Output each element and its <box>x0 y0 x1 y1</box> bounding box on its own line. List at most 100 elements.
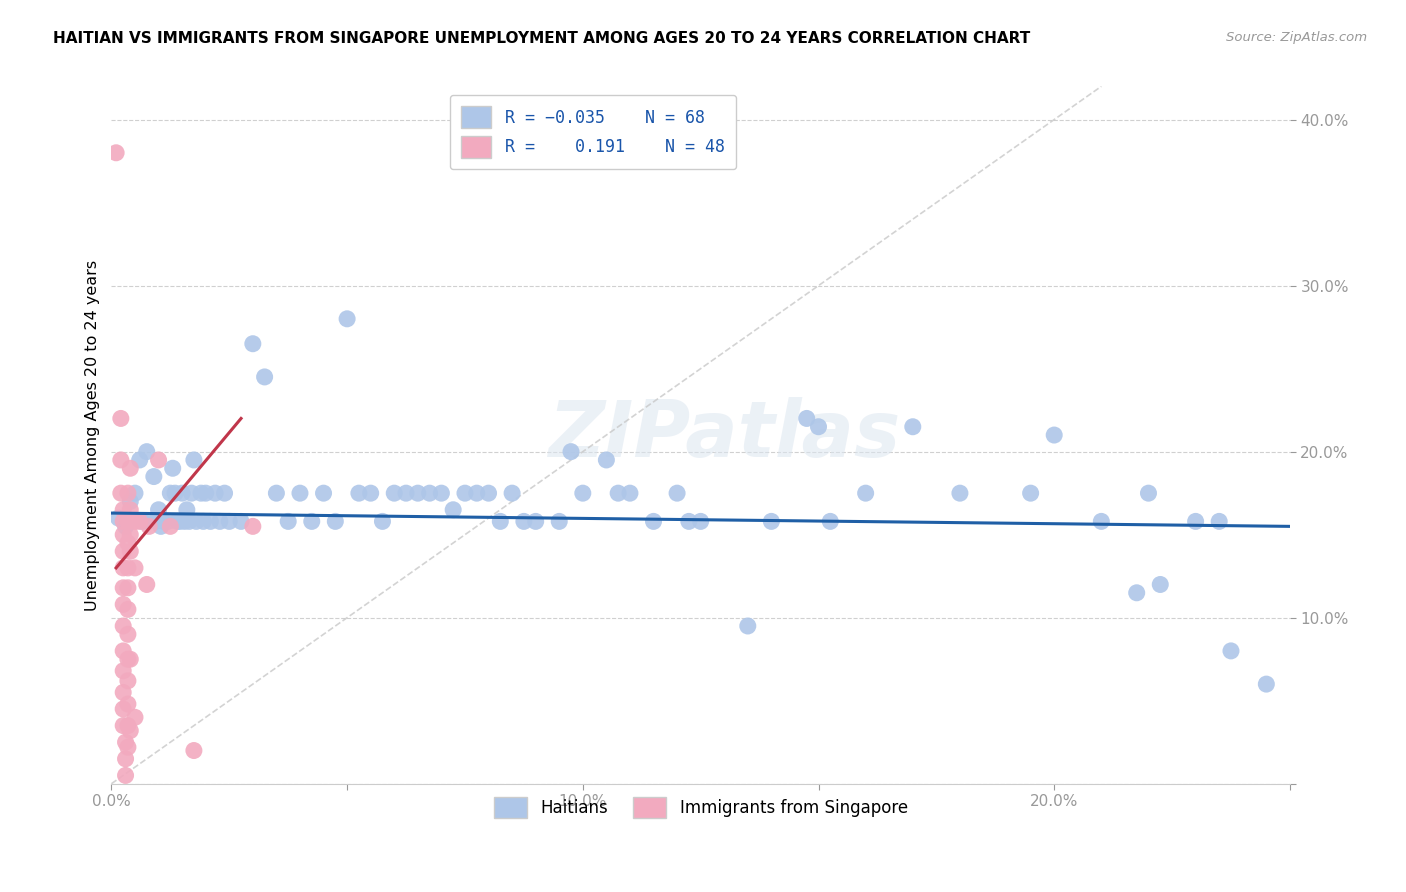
Point <box>120 461 142 475</box>
Point <box>1256 677 1278 691</box>
Point <box>855 486 877 500</box>
Point <box>117 697 139 711</box>
Point <box>114 752 136 766</box>
Point <box>371 515 394 529</box>
Point <box>112 544 135 558</box>
Point <box>166 515 188 529</box>
Point <box>214 486 236 500</box>
Point <box>242 519 264 533</box>
Point <box>560 444 582 458</box>
Point <box>156 515 179 529</box>
Point <box>128 515 150 529</box>
Point <box>128 453 150 467</box>
Point <box>117 627 139 641</box>
Point <box>465 486 488 500</box>
Point <box>678 515 700 529</box>
Point <box>135 444 157 458</box>
Point <box>142 469 165 483</box>
Point <box>761 515 783 529</box>
Point <box>323 515 346 529</box>
Point <box>242 336 264 351</box>
Point <box>430 486 453 500</box>
Point <box>110 411 132 425</box>
Point <box>807 419 830 434</box>
Point <box>477 486 499 500</box>
Point <box>183 453 205 467</box>
Point <box>229 515 252 529</box>
Point <box>607 486 630 500</box>
Text: ZIPatlas: ZIPatlas <box>548 397 900 473</box>
Point <box>112 644 135 658</box>
Point <box>117 602 139 616</box>
Point <box>501 486 523 500</box>
Point <box>112 581 135 595</box>
Point <box>145 515 167 529</box>
Point <box>117 718 139 732</box>
Point <box>112 515 135 529</box>
Point <box>1184 515 1206 529</box>
Point <box>513 515 536 529</box>
Point <box>110 453 132 467</box>
Point <box>138 515 160 529</box>
Point <box>179 515 201 529</box>
Point <box>112 619 135 633</box>
Point <box>266 486 288 500</box>
Point <box>1149 577 1171 591</box>
Point <box>117 486 139 500</box>
Point <box>183 743 205 757</box>
Text: Source: ZipAtlas.com: Source: ZipAtlas.com <box>1226 31 1367 45</box>
Point <box>218 515 240 529</box>
Point <box>1090 515 1112 529</box>
Point <box>643 515 665 529</box>
Point <box>148 453 170 467</box>
Point <box>117 536 139 550</box>
Point <box>138 519 160 533</box>
Point <box>382 486 405 500</box>
Point <box>666 486 689 500</box>
Point <box>173 515 195 529</box>
Point <box>117 581 139 595</box>
Point <box>131 515 153 529</box>
Point <box>149 519 172 533</box>
Point <box>288 486 311 500</box>
Point <box>419 486 441 500</box>
Point <box>208 515 231 529</box>
Point <box>169 515 191 529</box>
Point <box>949 486 972 500</box>
Point <box>548 515 571 529</box>
Point <box>176 502 198 516</box>
Point <box>172 486 194 500</box>
Point <box>347 486 370 500</box>
Text: HAITIAN VS IMMIGRANTS FROM SINGAPORE UNEMPLOYMENT AMONG AGES 20 TO 24 YEARS CORR: HAITIAN VS IMMIGRANTS FROM SINGAPORE UNE… <box>53 31 1031 46</box>
Point <box>124 515 146 529</box>
Point <box>595 453 617 467</box>
Point <box>117 561 139 575</box>
Point <box>524 515 547 529</box>
Point <box>120 527 142 541</box>
Point <box>114 735 136 749</box>
Point <box>152 515 174 529</box>
Point <box>489 515 512 529</box>
Point <box>194 486 217 500</box>
Point <box>159 486 181 500</box>
Point <box>1137 486 1160 500</box>
Point <box>619 486 641 500</box>
Point <box>253 370 276 384</box>
Point <box>120 652 142 666</box>
Point <box>120 502 142 516</box>
Point <box>107 511 129 525</box>
Point <box>406 486 429 500</box>
Point <box>336 311 359 326</box>
Y-axis label: Unemployment Among Ages 20 to 24 years: Unemployment Among Ages 20 to 24 years <box>86 260 100 611</box>
Point <box>112 502 135 516</box>
Point <box>114 768 136 782</box>
Point <box>193 515 215 529</box>
Point <box>117 740 139 755</box>
Point <box>441 502 464 516</box>
Point <box>1220 644 1243 658</box>
Point <box>1019 486 1042 500</box>
Point <box>105 145 128 160</box>
Point <box>360 486 382 500</box>
Point <box>454 486 477 500</box>
Point <box>162 461 184 475</box>
